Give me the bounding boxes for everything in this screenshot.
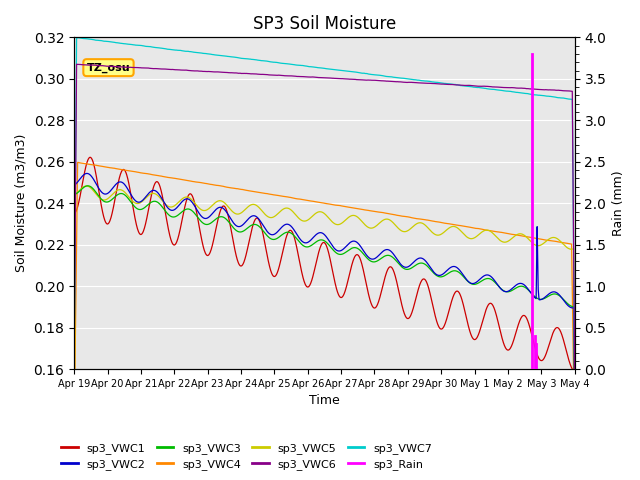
X-axis label: Time: Time xyxy=(309,395,340,408)
Text: TZ_osu: TZ_osu xyxy=(86,62,131,73)
Y-axis label: Rain (mm): Rain (mm) xyxy=(612,170,625,236)
Title: SP3 Soil Moisture: SP3 Soil Moisture xyxy=(253,15,396,33)
Y-axis label: Soil Moisture (m3/m3): Soil Moisture (m3/m3) xyxy=(15,134,28,273)
Legend: sp3_VWC1, sp3_VWC2, sp3_VWC3, sp3_VWC4, sp3_VWC5, sp3_VWC6, sp3_VWC7, sp3_Rain: sp3_VWC1, sp3_VWC2, sp3_VWC3, sp3_VWC4, … xyxy=(57,438,436,474)
